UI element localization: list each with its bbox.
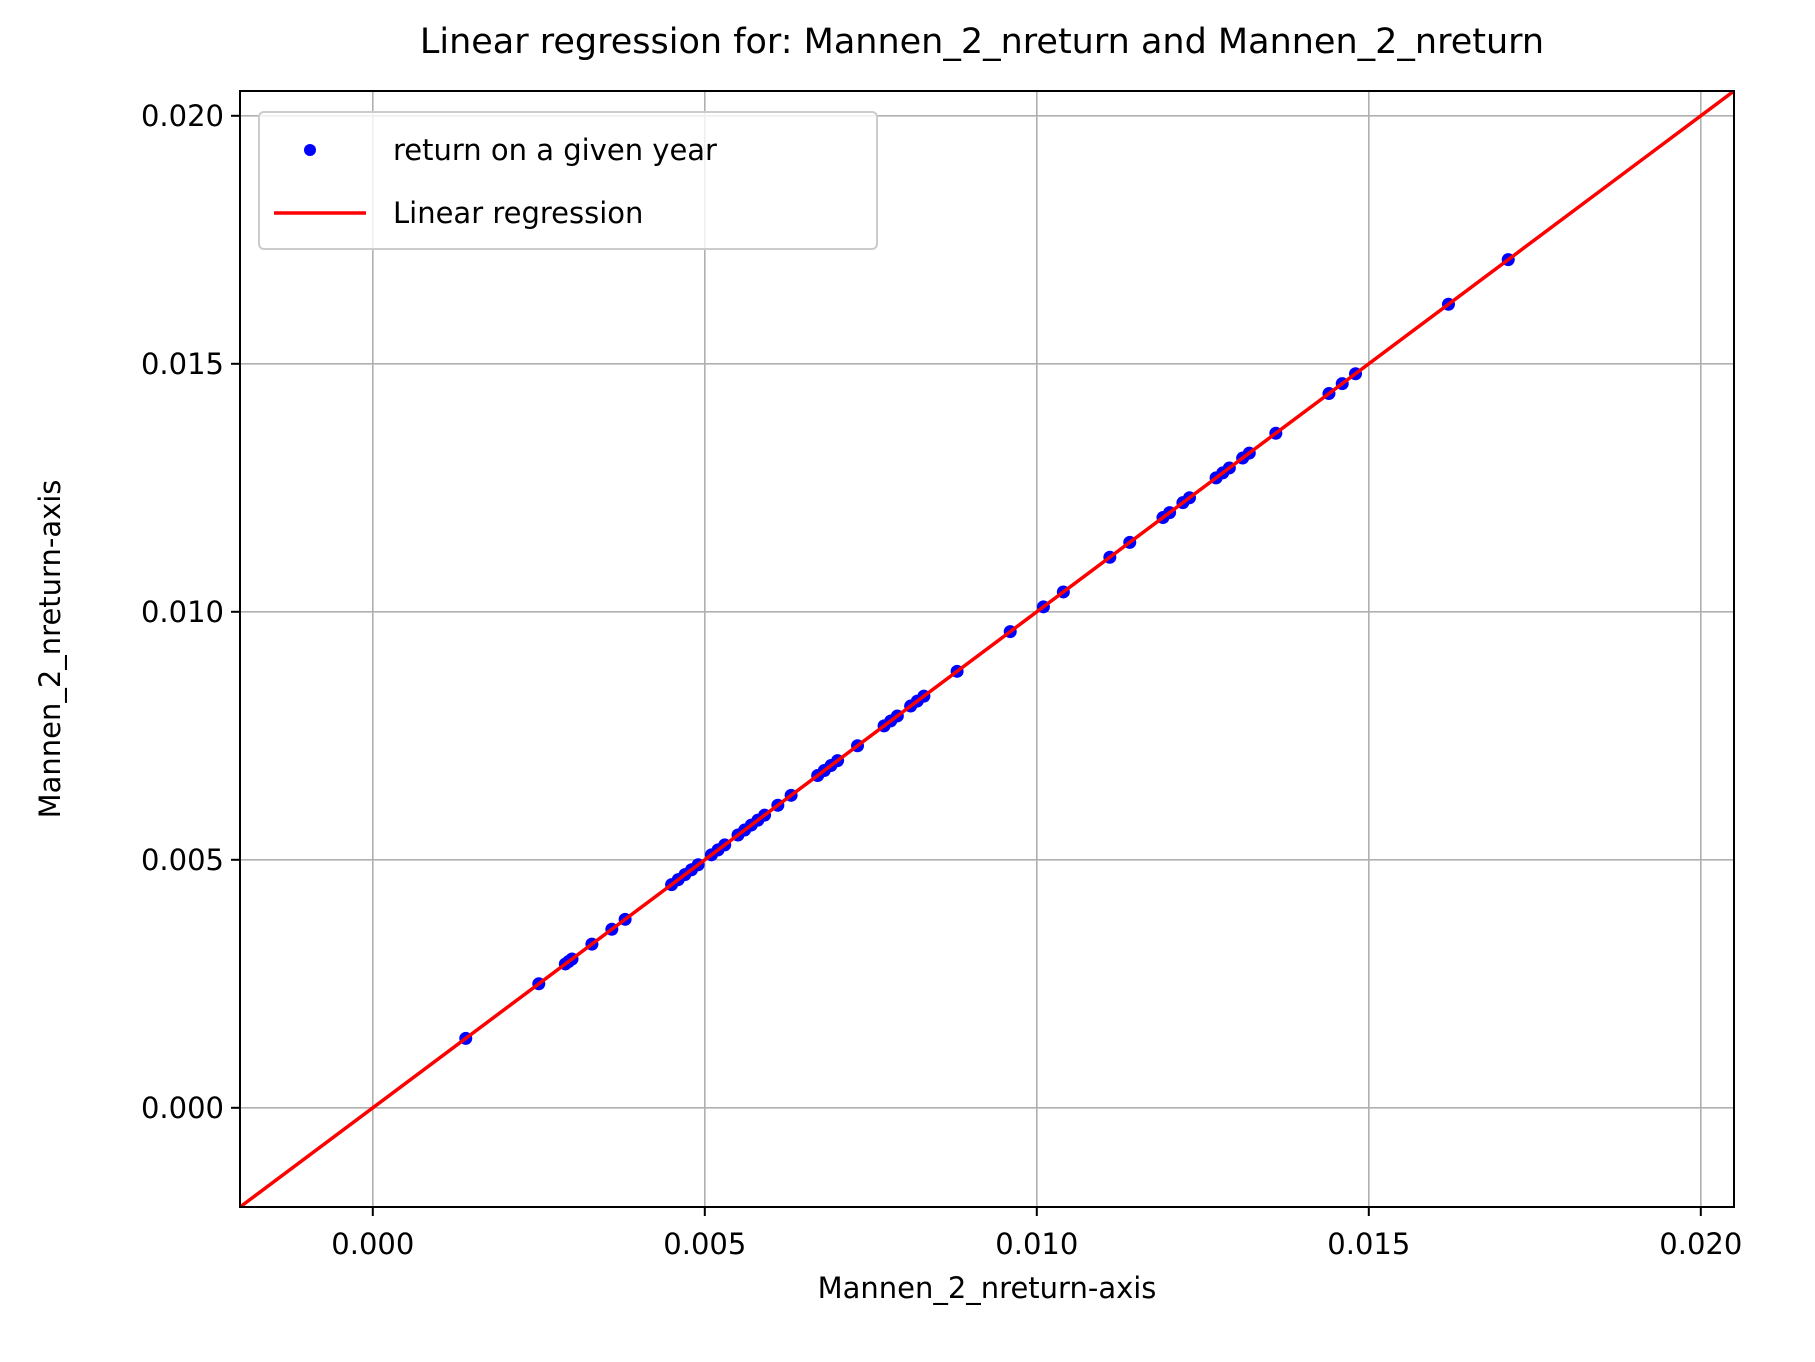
y-axis-label: Mannen_2_nreturn-axis [33,480,67,819]
x-tick-label: 0.000 [331,1227,414,1261]
legend-scatter-label: return on a given year [393,133,717,167]
grid-lines [240,91,1734,1207]
chart-title: Linear regression for: Mannen_2_nreturn … [420,22,1544,62]
plot-area [240,91,1734,1207]
x-tick-label: 0.010 [995,1227,1078,1261]
legend-scatter-marker [304,144,316,156]
legend: return on a given year Linear regression [258,111,878,250]
y-tick-label: 0.005 [141,843,224,877]
y-tick-label: 0.020 [141,99,224,133]
x-tick-label: 0.020 [1659,1227,1742,1261]
x-tick-label: 0.015 [1327,1227,1410,1261]
regression-line [240,91,1734,1207]
legend-box [258,111,878,250]
y-tick-label: 0.000 [141,1091,224,1125]
y-tick-label: 0.015 [141,347,224,381]
plot-content [240,91,1734,1207]
x-tick-label: 0.005 [663,1227,746,1261]
axis-ticks: 0.000 0.005 0.010 0.015 0.020 0.000 0.005 0.010… [141,99,1742,1261]
legend-line-label: Linear regression [393,196,643,230]
x-axis-label: Mannen_2_nreturn-axis [818,1271,1157,1305]
y-tick-label: 0.010 [141,595,224,629]
axes-frame [239,90,1735,1208]
